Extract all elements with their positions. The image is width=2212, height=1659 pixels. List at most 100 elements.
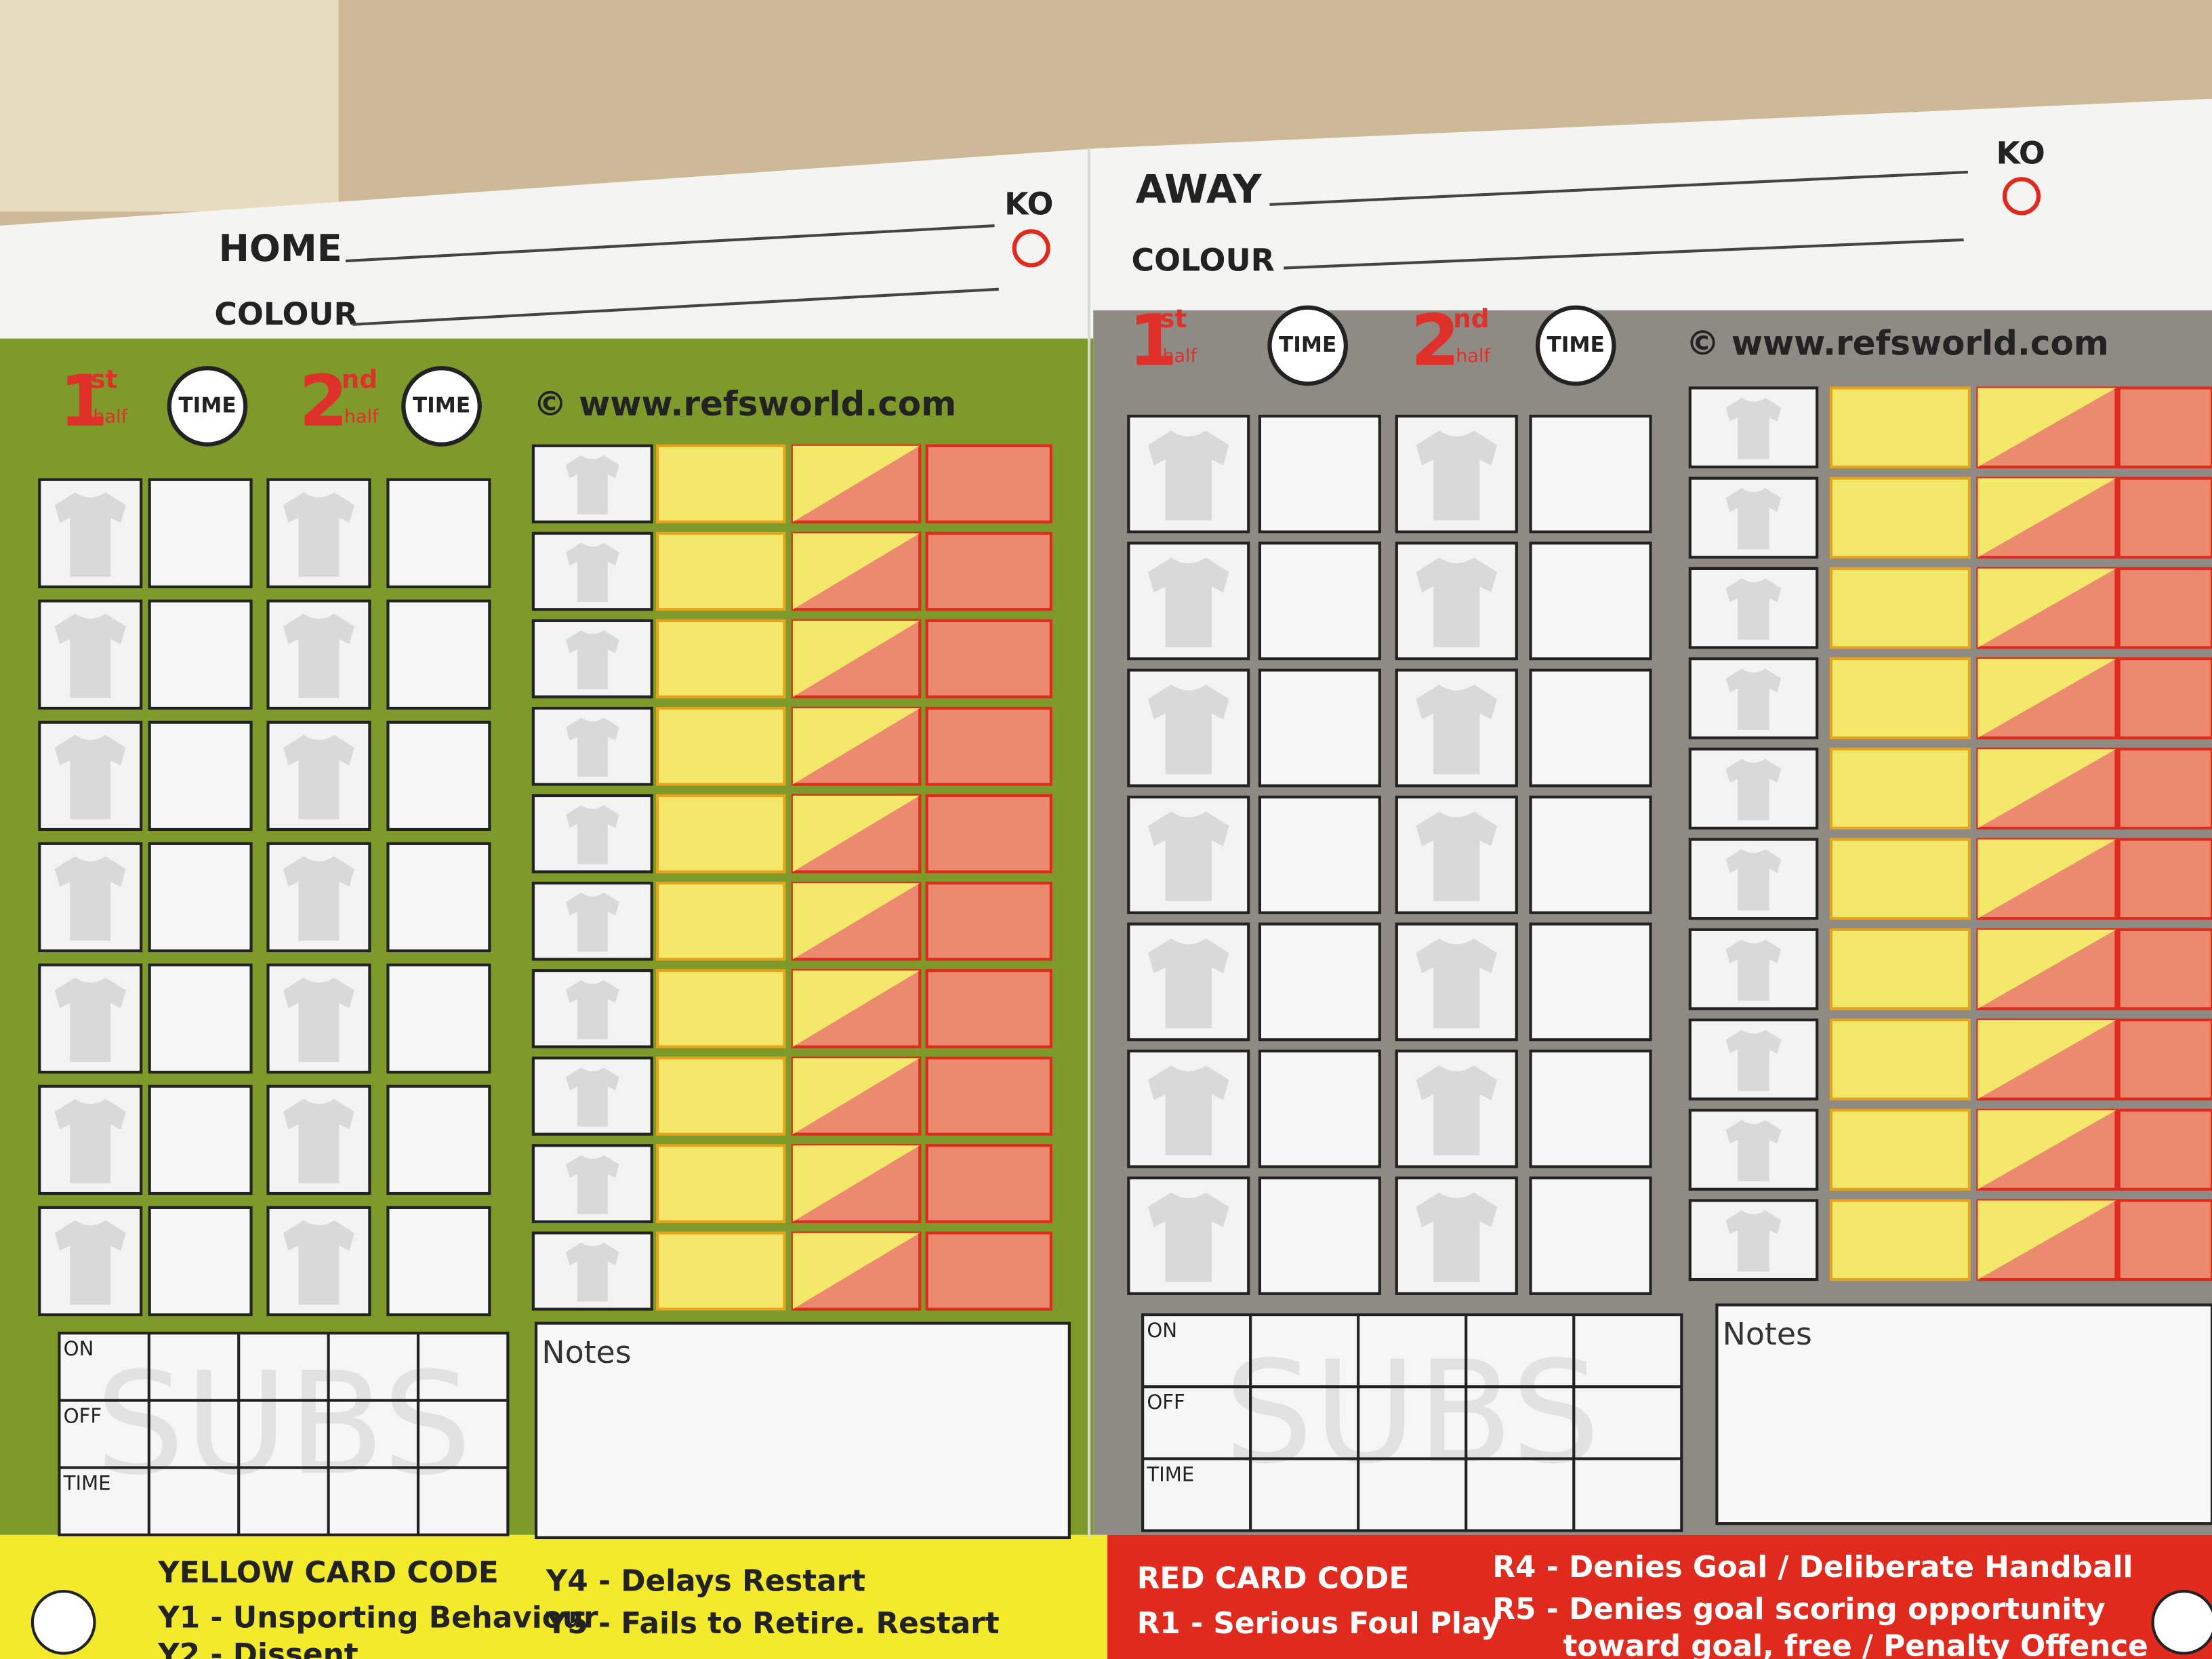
shirt-icon — [1148, 557, 1229, 648]
shirt-icon — [565, 980, 619, 1040]
shirt-icon — [1416, 430, 1498, 520]
time-circle — [401, 366, 482, 447]
second-half-sub: half — [1456, 346, 1491, 367]
shirt-icon — [54, 856, 126, 941]
shirt-icon — [54, 1220, 126, 1305]
first-half-sup: st — [1160, 304, 1187, 333]
time-box — [148, 963, 253, 1074]
time-box — [386, 963, 491, 1074]
second-yellow-triangle — [1978, 1110, 2116, 1189]
time-box — [386, 1206, 491, 1317]
yellow-card-box — [1829, 1109, 1971, 1191]
first-half-sub: half — [93, 407, 128, 428]
second-half-sup: nd — [1453, 304, 1489, 333]
yellow-code-item: Y2 - Dissent — [157, 1637, 359, 1659]
yellow-card-box — [1829, 838, 1971, 920]
second-yellow-triangle — [1978, 1200, 2116, 1280]
away-colour-label: COLOUR — [1131, 242, 1274, 279]
shirt-icon — [54, 1099, 126, 1184]
shirt-icon — [1148, 938, 1229, 1029]
shirt-icon — [1725, 939, 1782, 1001]
away-line — [1269, 170, 1968, 206]
subs-watermark: SUBS — [96, 1343, 472, 1507]
red-card-box — [925, 882, 1052, 961]
second-yellow-triangle — [792, 708, 920, 785]
ball-icon — [2151, 1590, 2212, 1655]
shirt-icon — [1148, 430, 1229, 520]
shirt-icon — [1148, 811, 1229, 901]
time-label: TIME — [1279, 333, 1336, 357]
yellow-card-box — [655, 531, 786, 611]
red-card-box — [2117, 838, 2212, 920]
red-card-box — [925, 1057, 1052, 1136]
yellow-card-box — [1829, 1199, 1971, 1282]
yellow-card-box — [655, 1057, 786, 1136]
time-box — [386, 1084, 491, 1195]
time-box — [148, 842, 253, 953]
red-card-box — [925, 531, 1052, 611]
red-card-box — [2117, 1199, 2212, 1282]
shirt-icon — [565, 718, 619, 777]
time-label: TIME — [413, 394, 470, 418]
shirt-icon — [1148, 1065, 1229, 1155]
subs-watermark: SUBS — [1224, 1331, 1601, 1495]
notes-box — [534, 1322, 1071, 1540]
shirt-icon — [1725, 849, 1782, 911]
time-box — [1258, 1176, 1381, 1295]
time-box — [1529, 1176, 1652, 1295]
shirt-icon — [283, 856, 354, 941]
yellow-code-title: YELLOW CARD CODE — [157, 1555, 499, 1590]
time-box — [1529, 922, 1652, 1042]
shirt-icon — [1416, 1192, 1498, 1282]
time-box — [386, 478, 491, 589]
shirt-icon — [54, 977, 126, 1063]
shirt-icon — [565, 893, 619, 952]
time-label: TIME — [1547, 333, 1605, 357]
red-strip — [1107, 1534, 2212, 1659]
red-card-box — [925, 969, 1052, 1048]
red-code-title: RED CARD CODE — [1137, 1561, 1409, 1595]
shirt-icon — [1725, 398, 1782, 459]
time-box — [1258, 415, 1381, 533]
shirt-icon — [565, 455, 619, 514]
shirt-icon — [283, 1099, 354, 1184]
red-card-box — [925, 1231, 1052, 1311]
red-card-box — [2117, 1109, 2212, 1191]
away-ko: KO — [1996, 134, 2045, 171]
first-half-sup: st — [90, 365, 117, 394]
second-half-sub: half — [344, 407, 380, 428]
time-circle — [1535, 305, 1616, 386]
time-box — [148, 478, 253, 589]
shirt-icon — [1416, 1065, 1498, 1155]
first-half-number: 1 — [1128, 299, 1177, 382]
second-yellow-triangle — [1978, 749, 2116, 828]
time-box — [1258, 541, 1381, 661]
yellow-card-box — [1829, 657, 1971, 739]
away-colour-line — [1284, 238, 1964, 270]
time-box — [1529, 668, 1652, 787]
shirt-icon — [565, 1067, 619, 1127]
yellow-strip — [0, 1534, 1108, 1659]
second-yellow-triangle — [1978, 478, 2116, 558]
shirt-icon — [565, 1155, 619, 1214]
red-card-box — [2117, 657, 2212, 739]
time-box — [1258, 668, 1381, 787]
shirt-icon — [565, 805, 619, 865]
subs-on-label: ON — [1147, 1319, 1177, 1342]
shirt-icon — [283, 977, 354, 1063]
home-ko-circle — [1012, 229, 1050, 268]
yellow-card-box — [655, 619, 786, 699]
shirt-icon — [283, 1220, 354, 1305]
shirt-icon — [565, 542, 619, 602]
red-card-box — [2117, 747, 2212, 830]
home-label: HOME — [219, 227, 342, 270]
red-code-item: toward goal, free / Penalty Offence — [1563, 1629, 2148, 1659]
shirt-icon — [565, 630, 619, 690]
subs-off-label: OFF — [64, 1404, 102, 1427]
shirt-icon — [1416, 684, 1498, 775]
shirt-icon — [1725, 1210, 1782, 1272]
notes-box — [1715, 1303, 2212, 1525]
time-box — [1258, 796, 1381, 914]
time-box — [1258, 922, 1381, 1042]
